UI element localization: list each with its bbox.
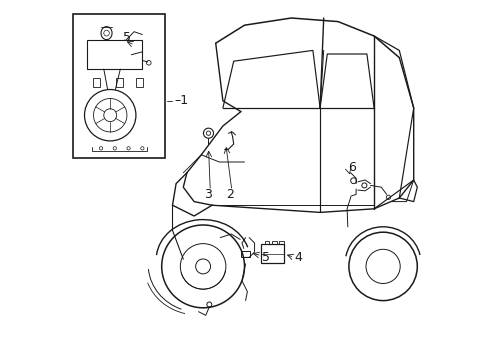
Bar — [87, 40, 142, 69]
Text: 6: 6 — [348, 161, 356, 174]
Bar — [264, 241, 269, 244]
Text: 5: 5 — [123, 31, 131, 44]
Bar — [241, 251, 250, 257]
Bar — [279, 241, 283, 244]
Bar — [272, 241, 276, 244]
Bar — [116, 78, 123, 87]
Text: 2: 2 — [225, 188, 234, 201]
Text: 5: 5 — [262, 251, 269, 264]
Bar — [73, 14, 165, 158]
Bar — [93, 78, 100, 87]
Text: –1: –1 — [174, 94, 188, 107]
Text: 4: 4 — [294, 251, 302, 264]
Bar — [260, 244, 284, 263]
Bar — [136, 78, 143, 87]
Text: 3: 3 — [204, 188, 212, 201]
